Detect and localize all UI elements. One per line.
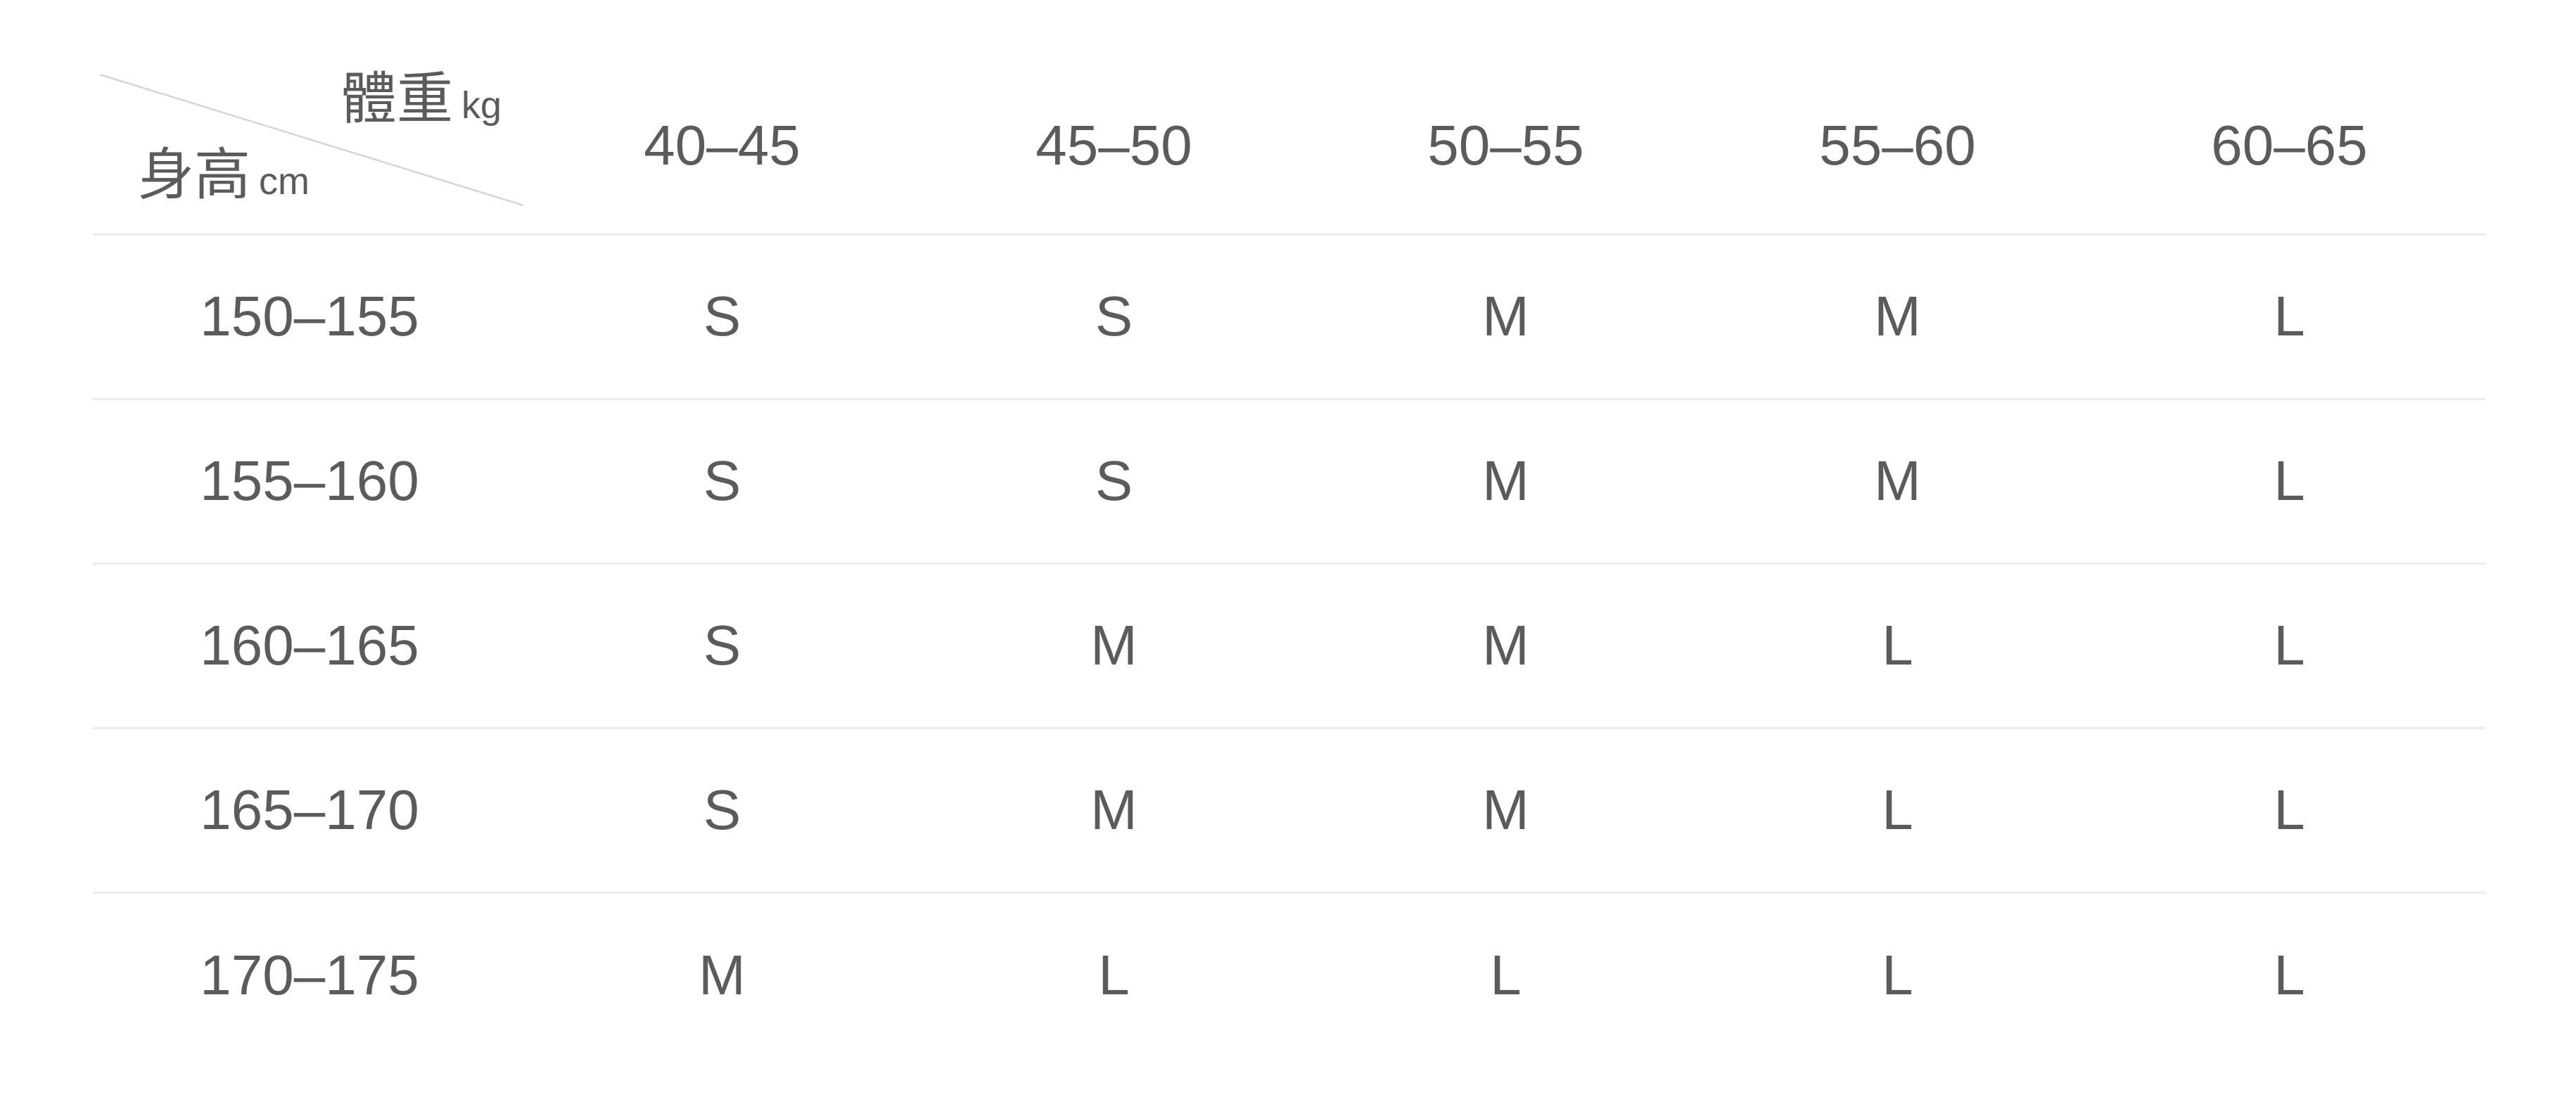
row-header-height: 155–160 bbox=[93, 399, 526, 565]
column-header-weight-4: 55–60 bbox=[1702, 70, 2093, 236]
size-cell: S bbox=[526, 563, 918, 729]
size-cell: M bbox=[1310, 728, 1702, 894]
size-cell: M bbox=[918, 563, 1310, 729]
size-cell: L bbox=[1098, 943, 1130, 1006]
size-cell: S bbox=[918, 399, 1310, 565]
height-axis: 身高 cm bbox=[138, 147, 310, 210]
size-cell: M bbox=[699, 943, 746, 1006]
size-cell: S bbox=[918, 234, 1310, 400]
column-header-weight-5: 60–65 bbox=[2093, 70, 2485, 236]
row-header-height: 160–165 bbox=[93, 563, 526, 729]
size-cell: M bbox=[1310, 563, 1702, 729]
size-cell: L bbox=[2093, 728, 2485, 894]
table-row: 170–175 M L L L L bbox=[93, 892, 2485, 1057]
height-axis-label: 身高 bbox=[138, 143, 250, 206]
table-row: 165–170 S M M L L bbox=[93, 728, 2485, 894]
size-cell: M bbox=[1702, 399, 2093, 565]
size-cell: L bbox=[1882, 943, 1913, 1006]
size-cell: S bbox=[526, 234, 918, 400]
table-row: 160–165 S M M L L bbox=[93, 563, 2485, 729]
size-cell: L bbox=[2093, 563, 2485, 729]
row-header-height: 170–175 bbox=[200, 943, 419, 1006]
size-cell: L bbox=[1702, 728, 2093, 894]
size-cell: M bbox=[1310, 234, 1702, 400]
size-chart-table: 體重 kg 身高 cm 40–45 45–50 50–55 55–60 60–6… bbox=[93, 70, 2485, 1057]
size-cell: L bbox=[2093, 399, 2485, 565]
size-cell: S bbox=[526, 728, 918, 894]
size-cell: L bbox=[1702, 563, 2093, 729]
height-axis-unit: cm bbox=[259, 160, 310, 203]
row-header-height: 150–155 bbox=[93, 234, 526, 400]
table-row: 150–155 S S M M L bbox=[93, 234, 2485, 400]
size-cell: M bbox=[1310, 399, 1702, 565]
size-cell: M bbox=[1702, 234, 2093, 400]
row-header-height: 165–170 bbox=[93, 728, 526, 894]
column-header-weight-2: 45–50 bbox=[918, 70, 1310, 236]
weight-axis-label: 體重 bbox=[340, 68, 453, 130]
weight-axis: 體重 kg bbox=[340, 71, 502, 134]
table-row: 155–160 S S M M L bbox=[93, 399, 2485, 565]
weight-axis-unit: kg bbox=[461, 84, 502, 127]
size-cell: L bbox=[2093, 234, 2485, 400]
corner-cell: 體重 kg 身高 cm bbox=[93, 70, 526, 236]
size-cell: L bbox=[2274, 943, 2305, 1006]
header-row: 體重 kg 身高 cm 40–45 45–50 50–55 55–60 60–6… bbox=[93, 70, 2485, 236]
column-header-weight-3: 50–55 bbox=[1310, 70, 1702, 236]
size-cell: M bbox=[918, 728, 1310, 894]
size-cell: L bbox=[1490, 943, 1522, 1006]
size-cell: S bbox=[526, 399, 918, 565]
column-header-weight-1: 40–45 bbox=[526, 70, 918, 236]
diagonal-divider-line bbox=[99, 73, 524, 207]
